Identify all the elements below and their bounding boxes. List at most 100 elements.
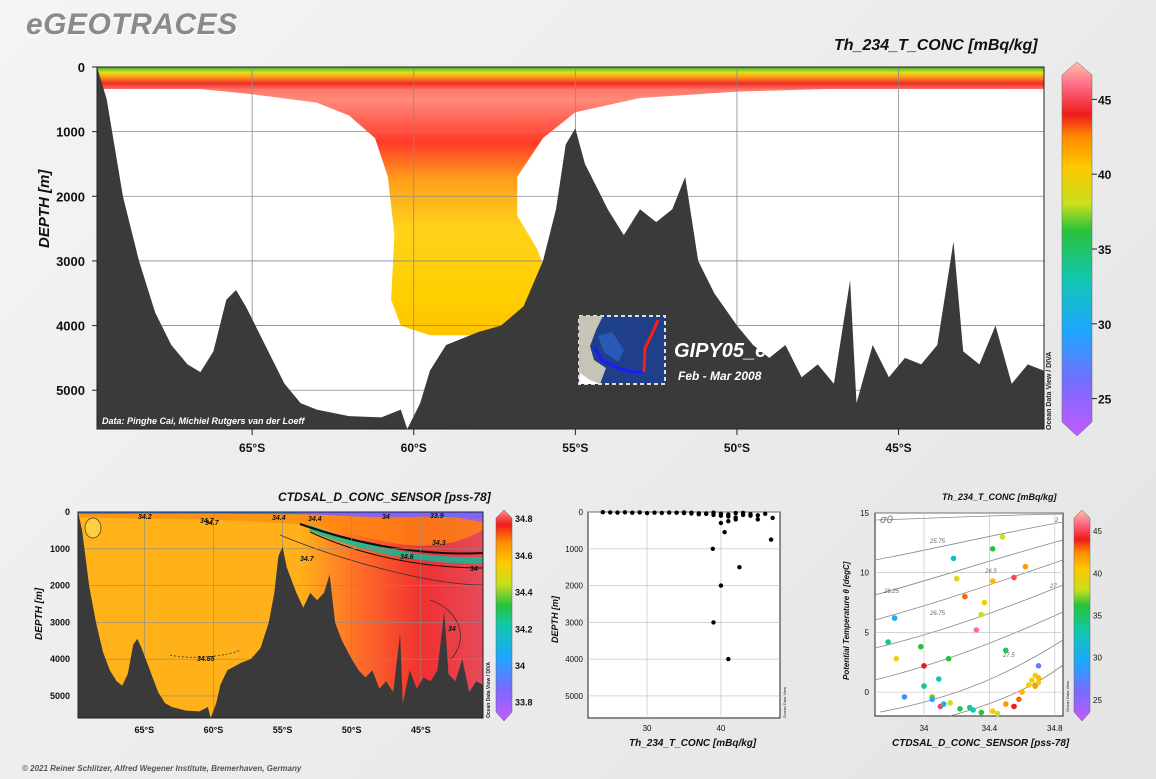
salinity-contour-label: 34.7 — [300, 556, 315, 563]
ts-data-point — [989, 546, 996, 552]
ts-data-point — [918, 643, 924, 650]
salinity-contour-label: 34.7 — [205, 520, 220, 527]
main-colorbar — [1061, 61, 1093, 437]
ts-data-point — [936, 676, 942, 682]
profile-data-point — [755, 513, 760, 518]
ts-data-point — [978, 709, 985, 716]
ts-data-point — [921, 683, 927, 689]
ts-data-point — [962, 593, 968, 600]
profile-data-point — [644, 510, 650, 516]
ts-data-point — [921, 663, 927, 669]
profile-data-point — [652, 510, 657, 515]
ts-data-point — [1003, 647, 1009, 654]
main-colorbar-tick-label: 40 — [1098, 168, 1112, 182]
main-x-tick-label: 55°S — [562, 441, 588, 455]
ts-data-point — [999, 534, 1006, 540]
cruise-period: Feb - Mar 2008 — [678, 369, 762, 383]
ts-data-point — [989, 708, 996, 714]
profile-data-point — [718, 520, 724, 526]
ts-data-point — [901, 694, 908, 700]
profile-y-tick-label: 2000 — [565, 582, 583, 591]
ts-data-point — [994, 710, 1001, 717]
salinity-x-tick-label: 60°S — [204, 725, 224, 735]
ts-data-point — [929, 696, 935, 703]
salinity-y-tick-label: 2000 — [50, 581, 70, 591]
profile-data-point — [659, 510, 664, 516]
profile-data-point — [718, 583, 724, 588]
ts-watermark: Ocean Data View — [1065, 680, 1070, 712]
main-colorbar-tick-label: 45 — [1098, 93, 1112, 107]
main-x-tick-label: 50°S — [724, 441, 750, 455]
salinity-x-tick-label: 55°S — [273, 725, 293, 735]
ts-isopycnal-label: 27.5 — [1002, 653, 1015, 659]
main-chart-title: Th_234_T_CONC [mBq/kg] — [834, 37, 1038, 54]
ts-chart-title: Th_234_T_CONC [mBq/kg] — [942, 492, 1057, 502]
main-bathymetry — [97, 67, 1044, 429]
profile-data-point — [689, 510, 694, 515]
salinity-colorbar-tick-label: 34.8 — [515, 514, 533, 524]
profile-data-point — [737, 565, 742, 570]
salinity-y-tick-label: 0 — [65, 507, 70, 517]
surface-layer-band — [97, 67, 1044, 89]
profile-y-tick-label: 5000 — [565, 692, 583, 701]
profile-data-point — [674, 510, 679, 515]
data-credit: Data: Pinghe Cai, Michiel Rutgers van de… — [102, 416, 305, 426]
main-x-tick-label: 60°S — [401, 441, 427, 455]
profile-data-point — [740, 510, 746, 516]
main-colorbar-tick-label: 25 — [1098, 393, 1112, 407]
main-plot-frame — [96, 66, 1045, 430]
ts-colorbar-tick-label: 40 — [1093, 569, 1102, 578]
ts-y-tick-label: 10 — [860, 569, 869, 578]
main-y-tick-label: 0 — [78, 60, 85, 75]
salinity-colorbar-tick-label: 33.8 — [515, 698, 533, 708]
profile-data-point — [726, 656, 731, 662]
profile-x-tick-label: 40 — [716, 724, 725, 733]
salinity-y-tick-label: 4000 — [50, 654, 70, 664]
ts-colorbar-tick-label: 25 — [1093, 696, 1102, 705]
salinity-chart-title: CTDSAL_D_CONC_SENSOR [pss-78] — [278, 490, 491, 504]
profile-data-point — [710, 546, 715, 551]
cruise-track-inset-map — [578, 315, 666, 385]
sigma-label: σ0 — [880, 514, 893, 526]
salinity-y-tick-label: 1000 — [50, 544, 70, 554]
profile-data-point — [681, 510, 687, 515]
profile-y-tick-label: 0 — [579, 508, 584, 517]
ts-data-point — [989, 578, 996, 584]
ts-data-point — [1011, 574, 1017, 581]
ts-isopycnal-label: 2 — [1054, 518, 1059, 524]
profile-data-point — [748, 512, 753, 517]
salinity-contour-label: 33.9 — [430, 513, 444, 520]
footer-copyright: © 2021 Reiner Schlitzer, Alfred Wegener … — [22, 764, 302, 773]
salinity-contour-label: 34.6 — [400, 554, 414, 561]
main-x-tick-label: 45°S — [885, 441, 911, 455]
ts-data-point — [1022, 563, 1029, 570]
salinity-colorbar-tick-label: 34 — [515, 661, 525, 671]
profile-data-point — [768, 537, 774, 542]
main-y-tick-label: 5000 — [56, 383, 85, 398]
profile-data-point — [600, 510, 605, 515]
ts-colorbar — [1073, 509, 1091, 722]
ts-y-tick-label: 5 — [865, 628, 870, 637]
profile-data-point — [630, 510, 635, 515]
profile-data-point — [722, 530, 727, 535]
profile-data-point — [733, 510, 738, 516]
salinity-contour-label: 34.4 — [308, 516, 322, 523]
salinity-contour-label: 34.3 — [432, 540, 446, 547]
profile-data-point — [718, 511, 724, 516]
profile-data-point — [770, 515, 775, 521]
ts-y-tick-label: 0 — [865, 688, 870, 697]
ts-data-point — [1035, 663, 1042, 669]
main-y-ticks: 0 1000 2000 3000 4000 5000 — [56, 60, 97, 398]
main-y-tick-label: 2000 — [56, 189, 85, 204]
salinity-contour-label: 34.4 — [272, 515, 286, 522]
salinity-y-tick-label: 5000 — [50, 691, 70, 701]
cruise-name: GIPY05_e — [674, 340, 767, 362]
profile-data-point — [637, 510, 642, 515]
ts-data-point — [1035, 675, 1042, 681]
profile-y-tick-label: 1000 — [565, 545, 583, 554]
ts-data-point — [1025, 682, 1032, 688]
ts-data-point — [1003, 701, 1009, 707]
